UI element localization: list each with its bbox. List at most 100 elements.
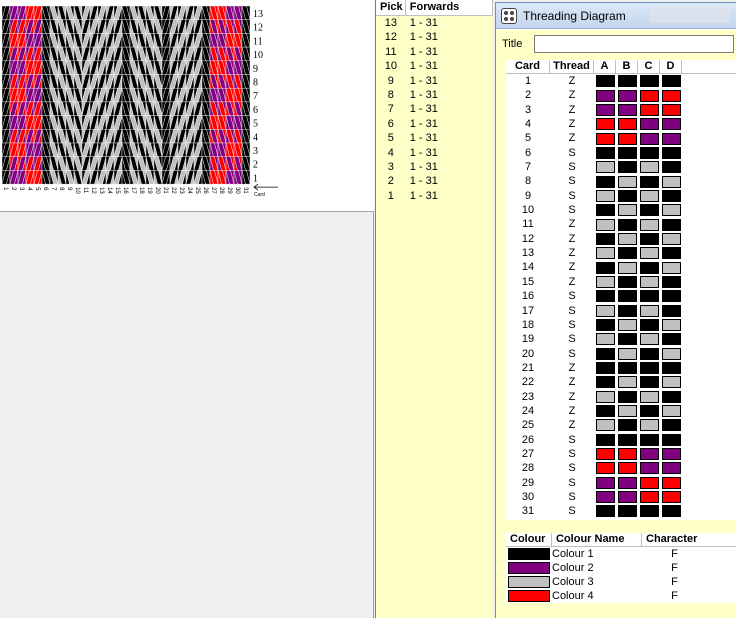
card-row[interactable]: 12 Z — [506, 232, 736, 246]
hole-b-cell[interactable] — [616, 375, 638, 389]
thread-direction[interactable]: S — [568, 189, 576, 202]
hole-b-cell[interactable] — [616, 318, 638, 332]
hole-b-cell[interactable] — [616, 275, 638, 289]
hole-d-cell[interactable] — [660, 88, 682, 102]
hole-b-cell[interactable] — [616, 217, 638, 231]
colour-row[interactable]: Colour 2 F — [506, 561, 736, 575]
thread-direction[interactable]: Z — [568, 132, 576, 145]
card-row[interactable]: 28 S — [506, 461, 736, 475]
hole-c-cell[interactable] — [638, 289, 660, 303]
hole-d-cell[interactable] — [660, 347, 682, 361]
pick-row[interactable]: 1 1 - 31 — [376, 189, 493, 203]
card-row[interactable]: 15 Z — [506, 275, 736, 289]
thread-direction[interactable]: S — [568, 433, 576, 446]
hole-d-cell[interactable] — [660, 131, 682, 145]
hole-c-cell[interactable] — [638, 390, 660, 404]
card-row[interactable]: 18 S — [506, 318, 736, 332]
hole-c-cell[interactable] — [638, 332, 660, 346]
thread-direction[interactable]: Z — [568, 247, 576, 260]
hole-b-cell[interactable] — [616, 160, 638, 174]
card-row[interactable]: 31 S — [506, 504, 736, 518]
hole-c-cell[interactable] — [638, 461, 660, 475]
thread-direction[interactable]: S — [568, 304, 576, 317]
forwards-column-header[interactable]: Forwards — [406, 0, 493, 15]
pick-column-header[interactable]: Pick — [376, 0, 406, 15]
hole-c-column-header[interactable]: C — [638, 60, 660, 73]
hole-a-cell[interactable] — [594, 375, 616, 389]
thread-direction[interactable]: S — [568, 447, 576, 460]
hole-c-cell[interactable] — [638, 246, 660, 260]
thread-direction[interactable]: S — [568, 146, 576, 159]
hole-d-cell[interactable] — [660, 461, 682, 475]
hole-b-column-header[interactable]: B — [616, 60, 638, 73]
hole-a-cell[interactable] — [594, 304, 616, 318]
hole-a-cell[interactable] — [594, 289, 616, 303]
thread-direction[interactable]: Z — [568, 261, 576, 274]
card-row[interactable]: 24 Z — [506, 404, 736, 418]
hole-b-cell[interactable] — [616, 418, 638, 432]
hole-a-cell[interactable] — [594, 217, 616, 231]
window-controls[interactable] — [650, 7, 730, 23]
thread-direction[interactable]: Z — [568, 404, 576, 417]
hole-b-cell[interactable] — [616, 146, 638, 160]
thread-direction[interactable]: S — [568, 290, 576, 303]
hole-a-column-header[interactable]: A — [594, 60, 616, 73]
thread-direction[interactable]: Z — [568, 103, 576, 116]
thread-direction[interactable]: S — [568, 462, 576, 475]
colour-swatch-cell[interactable] — [506, 589, 552, 603]
hole-a-cell[interactable] — [594, 74, 616, 88]
window-titlebar[interactable]: Threading Diagram — [496, 3, 736, 29]
hole-a-cell[interactable] — [594, 390, 616, 404]
hole-c-cell[interactable] — [638, 174, 660, 188]
card-row[interactable]: 26 S — [506, 433, 736, 447]
colour-column-header[interactable]: Colour — [506, 533, 552, 546]
hole-a-cell[interactable] — [594, 246, 616, 260]
hole-b-cell[interactable] — [616, 189, 638, 203]
hole-d-cell[interactable] — [660, 375, 682, 389]
hole-a-cell[interactable] — [594, 318, 616, 332]
hole-c-cell[interactable] — [638, 74, 660, 88]
hole-c-cell[interactable] — [638, 217, 660, 231]
pick-row[interactable]: 13 1 - 31 — [376, 16, 493, 30]
hole-d-cell[interactable] — [660, 418, 682, 432]
hole-d-cell[interactable] — [660, 318, 682, 332]
hole-c-cell[interactable] — [638, 433, 660, 447]
hole-a-cell[interactable] — [594, 332, 616, 346]
thread-direction[interactable]: S — [568, 161, 576, 174]
colour-swatch-cell[interactable] — [506, 575, 552, 589]
hole-b-cell[interactable] — [616, 260, 638, 274]
card-row[interactable]: 10 S — [506, 203, 736, 217]
weaving-pattern-area[interactable]: 13 12 11 10 9 8 7 6 5 4 3 2 1 1 2 3 4 5 6 7 8 9 10 11 12 13 14 15 16… — [0, 0, 374, 212]
hole-d-column-header[interactable]: D — [660, 60, 682, 73]
colour-row[interactable]: Colour 1 F — [506, 547, 736, 561]
thread-direction[interactable]: Z — [568, 218, 576, 231]
thread-direction[interactable]: S — [568, 490, 576, 503]
hole-d-cell[interactable] — [660, 74, 682, 88]
card-column-header[interactable]: Card — [506, 60, 550, 73]
title-input[interactable] — [534, 35, 734, 53]
hole-d-cell[interactable] — [660, 174, 682, 188]
card-row[interactable]: 16 S — [506, 289, 736, 303]
hole-b-cell[interactable] — [616, 289, 638, 303]
card-row[interactable]: 29 S — [506, 476, 736, 490]
card-row[interactable]: 30 S — [506, 490, 736, 504]
hole-b-cell[interactable] — [616, 304, 638, 318]
hole-b-cell[interactable] — [616, 404, 638, 418]
hole-d-cell[interactable] — [660, 146, 682, 160]
card-row[interactable]: 11 Z — [506, 217, 736, 231]
hole-d-cell[interactable] — [660, 203, 682, 217]
hole-a-cell[interactable] — [594, 361, 616, 375]
hole-c-cell[interactable] — [638, 88, 660, 102]
hole-c-cell[interactable] — [638, 404, 660, 418]
hole-c-cell[interactable] — [638, 260, 660, 274]
hole-a-cell[interactable] — [594, 433, 616, 447]
card-row[interactable]: 14 Z — [506, 260, 736, 274]
hole-c-cell[interactable] — [638, 275, 660, 289]
hole-a-cell[interactable] — [594, 174, 616, 188]
card-row[interactable]: 27 S — [506, 447, 736, 461]
thread-direction[interactable]: Z — [568, 390, 576, 403]
card-row[interactable]: 13 Z — [506, 246, 736, 260]
